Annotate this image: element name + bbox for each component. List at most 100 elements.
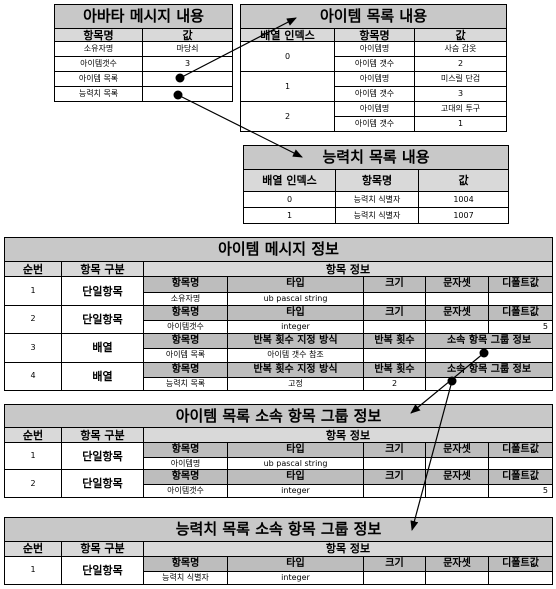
stat-list-group-info-table: 능력치 목록 소속 항목 그룹 정보 순번 항목 구분 항목 정보 1 단일항목…: [3, 517, 554, 586]
header-kind: 항목 구분: [61, 540, 144, 557]
size-cell: [363, 571, 426, 585]
header-array-index: 배열 인덱스: [243, 169, 336, 192]
kind-cell: 단일항목: [61, 276, 144, 306]
sub-header-name: 항목명: [143, 333, 228, 350]
header-seq: 순번: [4, 540, 62, 557]
size-cell: [363, 291, 426, 306]
size-cell: [363, 456, 426, 471]
default-cell: 5: [487, 484, 554, 498]
sub-header-size: 크기: [363, 442, 426, 458]
sub-header-type: 타입: [227, 276, 364, 293]
header-item-name: 항목명: [335, 169, 419, 192]
seq-cell: 1: [4, 555, 62, 586]
sub-header-name: 항목명: [143, 442, 228, 458]
header-value: 값: [414, 28, 507, 42]
seq-cell: 2: [4, 469, 62, 498]
array-index: 2: [240, 101, 335, 132]
sub-header-name: 항목명: [143, 304, 228, 322]
header-kind: 항목 구분: [61, 427, 144, 444]
sub-header-repeat-count: 반복 횟수: [363, 361, 426, 378]
row-name: 아이템 갯수: [334, 116, 415, 132]
sub-header-type: 타입: [227, 304, 364, 322]
row-value: 1004: [418, 191, 509, 208]
item-message-info-table: 아이템 메시지 정보 순번 항목 구분 항목 정보 1 단일항목 항목명 타입 …: [3, 236, 554, 392]
row-name: 아이템 목록: [54, 71, 143, 87]
avatar-message-table: 아바타 메시지 내용 항목명 값 소유자명 마당쇠 아이템갯수 3 아이템 목록 능…: [53, 4, 234, 102]
sub-header-repeat-method: 반복 횟수 지정 방식: [227, 333, 364, 350]
charset-cell: [425, 291, 489, 306]
kind-cell: 단일항목: [61, 555, 144, 586]
charset-cell: [425, 456, 489, 471]
array-index: 1: [240, 71, 335, 102]
kind-cell: 배열: [61, 361, 144, 392]
row-name: 아이템 갯수: [334, 56, 415, 72]
sub-header-name: 항목명: [143, 276, 228, 293]
sub-header-group-info: 소속 항목 그룹 정보: [424, 333, 554, 350]
header-info: 항목 정보: [142, 540, 554, 557]
repeat-method-cell: 고정: [227, 376, 364, 392]
header-seq: 순번: [4, 261, 62, 278]
sub-header-repeat-count: 반복 횟수: [363, 333, 426, 350]
row-value: 3: [141, 56, 234, 72]
array-index: 1: [243, 207, 336, 224]
repeat-count-cell: 2: [363, 376, 426, 392]
sub-header-type: 타입: [227, 555, 364, 573]
header-array-index: 배열 인덱스: [240, 28, 335, 42]
row-value: 2: [414, 56, 507, 72]
sub-header-charset: 문자셋: [425, 442, 489, 458]
header-item-name: 항목명: [54, 28, 143, 42]
type-cell: integer: [227, 320, 364, 335]
item-list-table: 아이템 목록 내용 배열 인덱스 항목명 값 0 아이템명 사슴 갑옷 아이템 갯수…: [240, 4, 507, 132]
size-cell: [363, 320, 426, 335]
row-value: 미스릴 단검: [414, 71, 507, 87]
kind-cell: 단일항목: [61, 469, 144, 498]
sub-header-charset: 문자셋: [425, 555, 489, 573]
header-value: 값: [418, 169, 509, 192]
sub-header-name: 항목명: [143, 469, 228, 486]
row-value: 사슴 갑옷: [414, 41, 507, 57]
kind-cell: 배열: [61, 333, 144, 363]
name-cell: 아이템갯수: [143, 320, 228, 335]
kind-cell: 단일항목: [61, 442, 144, 471]
sub-header-charset: 문자셋: [425, 304, 489, 322]
array-index: 0: [243, 191, 336, 208]
row-name: 아이템 갯수: [334, 86, 415, 102]
type-cell: ub pascal string: [227, 291, 364, 306]
row-value: [141, 71, 234, 87]
stat-list-title: 능력치 목록 내용: [243, 145, 509, 170]
header-info: 항목 정보: [142, 427, 554, 444]
group-info-cell: [424, 348, 554, 363]
sub-header-default: 디폴트값: [487, 469, 554, 486]
name-cell: 능력치 식별자: [143, 571, 228, 585]
seq-cell: 1: [4, 276, 62, 306]
sub-header-size: 크기: [363, 276, 426, 293]
repeat-method-cell: 아이템 갯수 참조: [227, 348, 364, 363]
item-list-title: 아이템 목록 내용: [240, 4, 507, 29]
array-index: 0: [240, 41, 335, 72]
name-cell: 아이템갯수: [143, 484, 228, 498]
stat-list-table: 능력치 목록 내용 배열 인덱스 항목명 값 0 능력치 식별자 1004 1 능력치…: [243, 145, 509, 224]
sub-header-charset: 문자셋: [425, 469, 489, 486]
sub-header-size: 크기: [363, 304, 426, 322]
default-cell: 5: [487, 320, 554, 335]
sub-header-type: 타입: [227, 442, 364, 458]
type-cell: integer: [227, 571, 364, 585]
item-list-group-info-table: 아이템 목록 소속 항목 그룹 정보 순번 항목 구분 항목 정보 1 단일항목…: [3, 403, 554, 498]
name-cell: 아이템 목록: [143, 348, 228, 363]
sub-header-default: 디폴트값: [487, 304, 554, 322]
row-value: 고대의 투구: [414, 101, 507, 117]
kind-cell: 단일항목: [61, 304, 144, 335]
default-cell: [487, 456, 554, 471]
name-cell: 소유자명: [143, 291, 228, 306]
seq-cell: 4: [4, 361, 62, 392]
row-value: 1: [414, 116, 507, 132]
charset-cell: [425, 484, 489, 498]
row-name: 능력치 식별자: [335, 207, 419, 224]
header-item-name: 항목명: [334, 28, 415, 42]
sub-header-repeat-method: 반복 횟수 지정 방식: [227, 361, 364, 378]
avatar-table-title: 아바타 메시지 내용: [53, 4, 234, 29]
name-cell: 능력치 목록: [143, 376, 228, 392]
sub-header-default: 디폴트값: [487, 555, 554, 573]
sub-header-group-info: 소속 항목 그룹 정보: [424, 361, 554, 378]
sub-header-size: 크기: [363, 555, 426, 573]
